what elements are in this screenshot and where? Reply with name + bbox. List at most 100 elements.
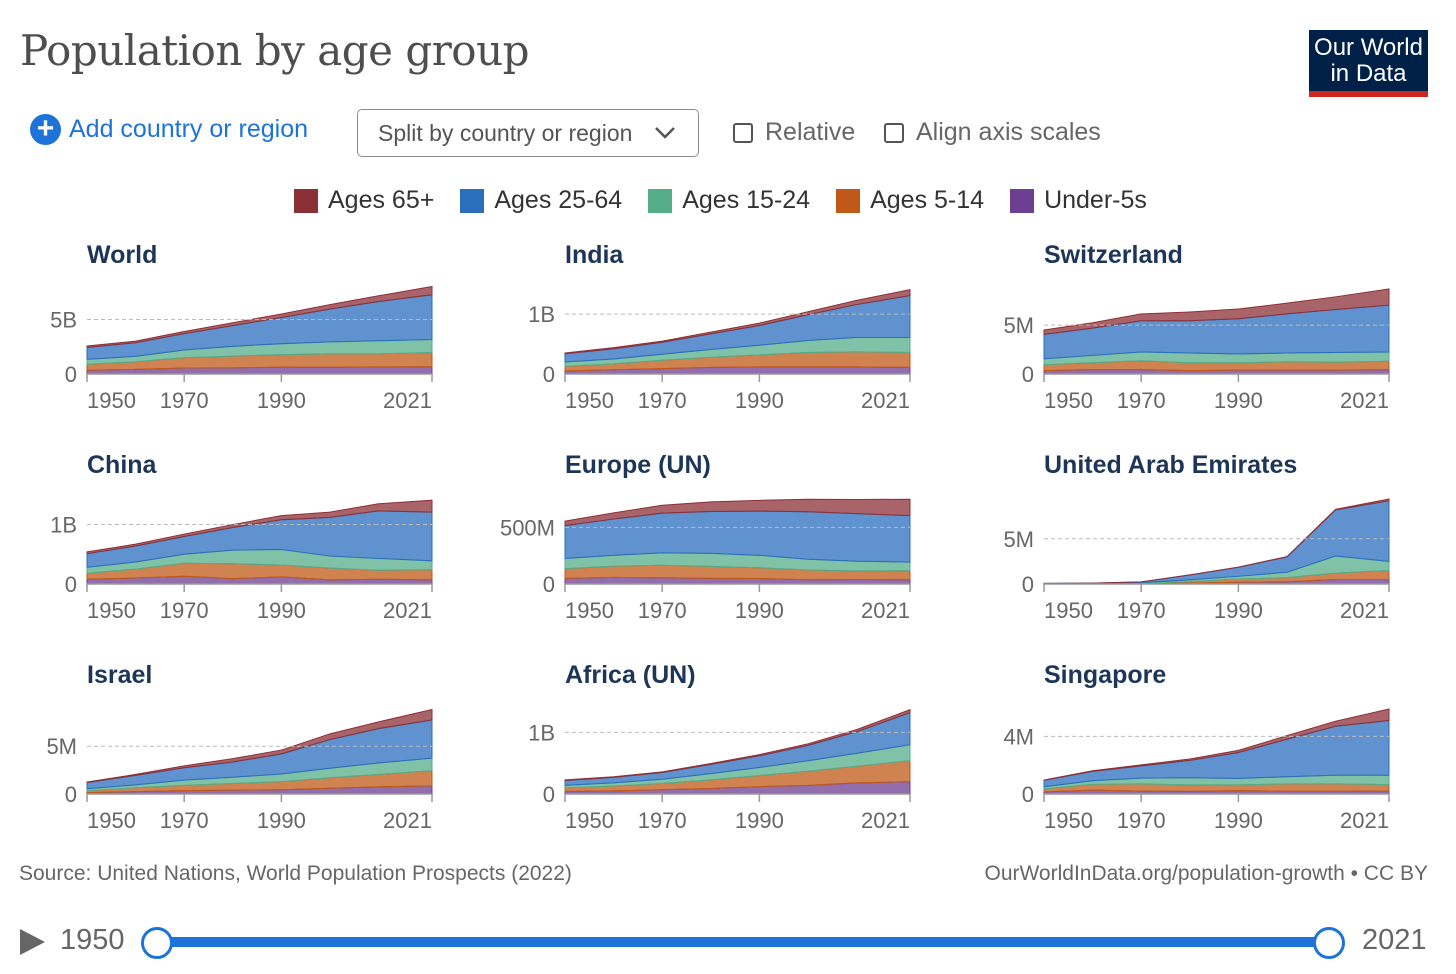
x-tick-label: 1950: [1044, 808, 1093, 833]
panel-title: United Arab Emirates: [1044, 451, 1297, 479]
panel-title: Switzerland: [1044, 241, 1183, 269]
chevron-down-icon: [655, 127, 676, 139]
area-ages-65-[interactable]: [1043, 288, 1390, 336]
area-ages-65-[interactable]: [1043, 708, 1390, 781]
legend-label: Ages 15-24: [682, 186, 811, 214]
panel-title: China: [87, 451, 158, 479]
y-tick-label: 0: [543, 572, 555, 597]
legend-swatch: [648, 188, 673, 213]
checkbox-icon: [733, 122, 753, 143]
panel-china: China 1B 0 1950 1970 1990 2021: [50, 451, 433, 623]
x-tick-label: 1990: [735, 388, 784, 413]
area-ages-65-[interactable]: [86, 499, 433, 555]
x-tick-label: 1950: [87, 598, 136, 623]
x-tick-label: 1990: [257, 388, 306, 413]
add-country-label: Add country or region: [69, 115, 309, 143]
legend-label: Under-5s: [1044, 186, 1147, 214]
owid-logo[interactable]: Our World in Data: [1309, 30, 1428, 97]
y-tick-label: 0: [65, 782, 77, 807]
x-tick-label: 1970: [638, 388, 687, 413]
x-tick-label: 2021: [1340, 808, 1389, 833]
panel-title: Singapore: [1044, 661, 1166, 689]
timeline-end-handle[interactable]: [1313, 927, 1345, 959]
x-tick-label: 1950: [87, 808, 136, 833]
y-tick-label: 1B: [528, 720, 555, 745]
legend-label: Ages 25-64: [494, 186, 623, 214]
legend-swatch: [294, 188, 318, 213]
legend-label: Ages 5-14: [870, 186, 985, 214]
x-tick-label: 1950: [565, 808, 614, 833]
y-tick-label: 5M: [1003, 527, 1034, 552]
logo-line-1: Our World: [1314, 34, 1423, 61]
area-ages-65-[interactable]: [564, 288, 911, 355]
panel-title: India: [565, 241, 624, 269]
x-tick-label: 1950: [565, 598, 614, 623]
y-tick-label: 0: [65, 572, 77, 597]
legend-swatch: [1010, 188, 1035, 213]
play-icon[interactable]: [20, 929, 45, 955]
x-tick-label: 2021: [861, 388, 910, 413]
page-title: Population by age group: [20, 26, 530, 75]
legend-item[interactable]: Ages 5-14: [836, 186, 984, 215]
x-tick-label: 1990: [1214, 598, 1263, 623]
x-tick-label: 1990: [257, 808, 306, 833]
y-tick-label: 0: [1022, 572, 1034, 597]
checkbox-icon: [884, 122, 904, 143]
y-tick-label: 5B: [50, 308, 77, 333]
legend-item[interactable]: Under-5s: [1010, 186, 1147, 215]
legend-item[interactable]: Ages 25-64: [460, 186, 622, 215]
panel-world: World 5B 0 1950 1970 1990 2021: [50, 241, 433, 413]
panel-europe-un-: Europe (UN) 500M 0 1950 1970 1990 2021: [500, 451, 911, 623]
legend-item[interactable]: Ages 15-24: [648, 186, 810, 215]
y-tick-label: 0: [1022, 362, 1034, 387]
legend-swatch: [836, 188, 861, 213]
legend-swatch: [460, 188, 485, 213]
x-tick-label: 1970: [1117, 388, 1166, 413]
panel-switzerland: Switzerland 5M 0 1950 1970 1990 2021: [1003, 241, 1390, 413]
align-axis-label: Align axis scales: [916, 118, 1101, 146]
legend: Ages 65+ Ages 25-64 Ages 15-24 Ages 5-14 Und…: [294, 186, 1147, 215]
y-tick-label: 0: [1022, 782, 1034, 807]
x-tick-label: 2021: [383, 598, 432, 623]
legend-item[interactable]: Ages 65+: [294, 186, 434, 215]
add-country-button[interactable]: + Add country or region: [30, 114, 308, 145]
relative-checkbox[interactable]: Relative: [733, 118, 855, 147]
area-ages-65-[interactable]: [564, 708, 911, 781]
timeline-track[interactable]: [156, 937, 1328, 947]
x-tick-label: 2021: [1340, 598, 1389, 623]
panel-title: Europe (UN): [565, 451, 711, 479]
legend-label: Ages 65+: [328, 186, 435, 214]
x-tick-label: 1950: [87, 388, 136, 413]
area-ages-65-[interactable]: [86, 708, 433, 784]
x-tick-label: 1990: [735, 598, 784, 623]
x-tick-label: 2021: [861, 598, 910, 623]
split-dropdown-label: Split by country or region: [378, 119, 633, 146]
plus-icon: +: [30, 114, 61, 145]
x-tick-label: 2021: [383, 388, 432, 413]
area-ages-65-[interactable]: [564, 498, 911, 527]
area-ages-65-[interactable]: [86, 285, 433, 348]
y-tick-label: 1B: [50, 513, 77, 538]
x-tick-label: 1970: [638, 598, 687, 623]
x-tick-label: 1970: [638, 808, 687, 833]
x-tick-label: 1950: [565, 388, 614, 413]
area-ages-65-[interactable]: [1043, 498, 1390, 584]
x-tick-label: 1970: [1117, 808, 1166, 833]
timeline-end-label: 2021: [1362, 924, 1427, 956]
align-axis-checkbox[interactable]: Align axis scales: [884, 118, 1101, 147]
x-tick-label: 2021: [861, 808, 910, 833]
x-tick-label: 1970: [1117, 598, 1166, 623]
logo-line-2: in Data: [1330, 60, 1407, 87]
y-tick-label: 5M: [46, 734, 77, 759]
credit-link[interactable]: OurWorldInData.org/population-growth • C…: [984, 862, 1428, 885]
x-tick-label: 2021: [383, 808, 432, 833]
timeline-start-handle[interactable]: [141, 927, 173, 959]
panel-india: India 1B 0 1950 1970 1990 2021: [528, 241, 911, 413]
x-tick-label: 2021: [1340, 388, 1389, 413]
x-tick-label: 1970: [160, 808, 209, 833]
panel-singapore: Singapore 4M 0 1950 1970 1990 2021: [1003, 661, 1390, 833]
x-tick-label: 1990: [1214, 388, 1263, 413]
x-tick-label: 1990: [257, 598, 306, 623]
split-dropdown[interactable]: Split by country or region: [357, 109, 699, 157]
panel-title: World: [87, 241, 157, 269]
